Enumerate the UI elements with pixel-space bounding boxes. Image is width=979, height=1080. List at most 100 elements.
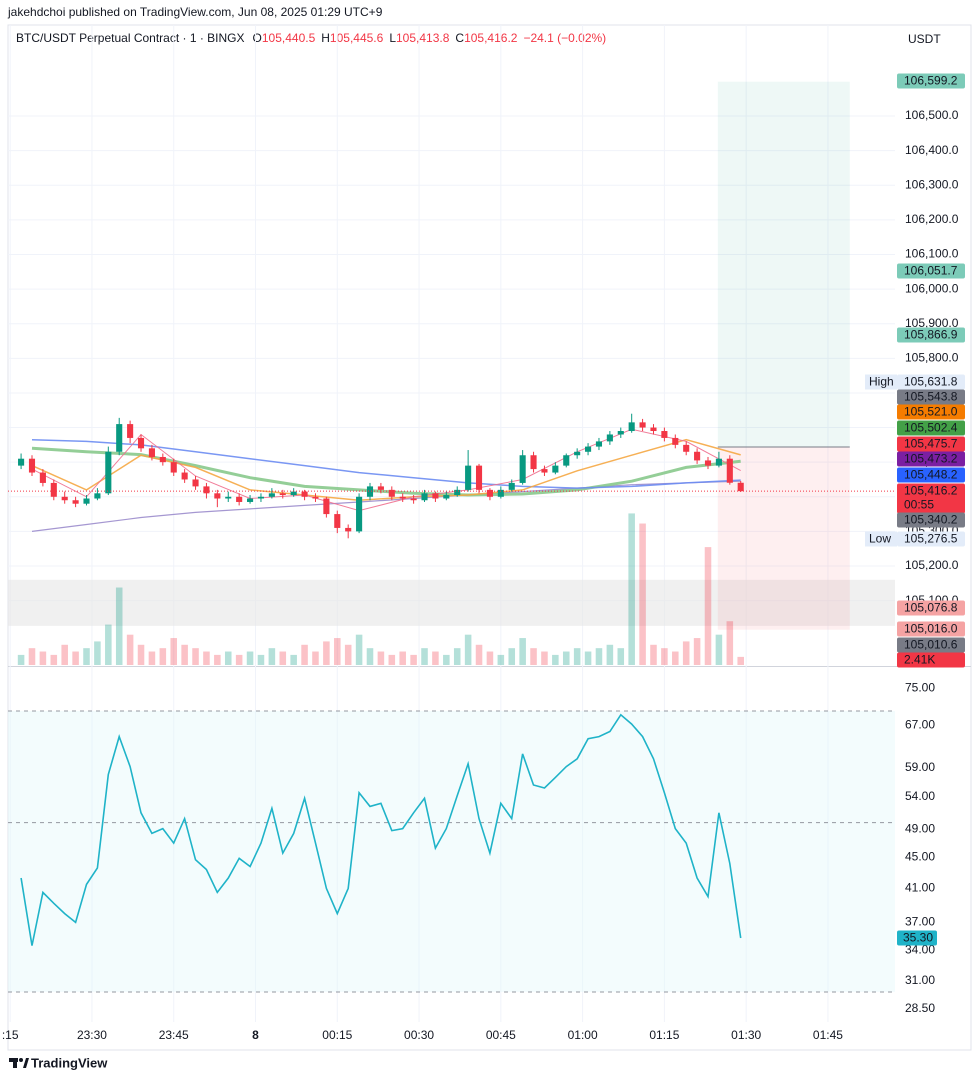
rsi-tick-label: 31.00 <box>905 973 935 987</box>
symbol: BTC/USDT Perpetual Contract · 1 · BINGX <box>16 31 245 45</box>
volume-bar <box>399 651 406 665</box>
price-tick-label: 106,300.0 <box>905 177 959 191</box>
volume-bar <box>170 638 178 665</box>
logo-part <box>23 1058 29 1068</box>
candle-body <box>421 493 428 501</box>
candle-body <box>672 437 679 445</box>
price-tick-label: 106,100.0 <box>905 247 959 261</box>
countdown: 00:55 <box>904 498 934 512</box>
time-tick-label: 00:45 <box>486 1028 516 1042</box>
volume-bar <box>72 651 79 665</box>
tag-label: Low <box>869 532 891 546</box>
ohlc-value: 105,440.5 <box>262 31 316 45</box>
candle-body <box>39 472 46 483</box>
candle-body <box>694 451 701 461</box>
volume-bar <box>497 654 505 665</box>
volume-bar <box>126 634 134 665</box>
volume-bar <box>606 644 614 665</box>
candle-body <box>377 486 384 490</box>
volume-bar <box>443 654 450 665</box>
ohlc-value: 105,413.8 <box>396 31 450 45</box>
rsi-tick-label: 49.00 <box>905 821 935 835</box>
price-badge-label: 2.41K <box>904 653 935 667</box>
candles <box>8 413 895 539</box>
volume-bar <box>410 654 417 665</box>
candle-body <box>628 422 635 432</box>
candle-body <box>247 498 254 502</box>
volume-bar <box>508 648 516 665</box>
volume-bar <box>355 634 363 665</box>
volume-bar <box>639 523 646 665</box>
volume-bar <box>737 656 744 665</box>
volume-bar <box>203 651 210 665</box>
candle-body <box>737 482 744 492</box>
moving-average <box>31 438 741 501</box>
volume-bar <box>693 638 701 665</box>
volume-bar <box>61 644 68 665</box>
candle-body <box>334 514 341 528</box>
volume-bar <box>475 644 483 665</box>
volume-bar <box>257 654 265 665</box>
candle-body <box>508 482 515 490</box>
candle-body <box>105 451 112 494</box>
volume-bar <box>235 654 243 665</box>
rsi-badge-label: 35.30 <box>903 931 933 945</box>
candle-body <box>203 486 210 494</box>
ohlc-value: 105,445.6 <box>330 31 384 45</box>
rsi-tick-label: 54.00 <box>905 789 935 803</box>
rsi-line <box>20 713 742 946</box>
volume-bar <box>181 644 188 665</box>
moving-average <box>31 480 741 532</box>
change: −24.1 (−0.02%) <box>523 31 606 45</box>
time-tick-label: 00:30 <box>404 1028 434 1042</box>
rsi-tick-label: 34.00 <box>905 943 935 957</box>
volume-bar <box>519 638 526 665</box>
brand-logo <box>9 1058 29 1068</box>
price-badge-label: 106,051.7 <box>904 264 958 278</box>
candle-body <box>595 441 603 447</box>
volume-bar <box>39 651 47 665</box>
price-tick-label: 106,200.0 <box>905 212 959 226</box>
volume-bar <box>617 648 625 665</box>
price-badge <box>897 420 965 436</box>
candle-body <box>28 458 36 473</box>
price-badge <box>897 327 965 343</box>
candle-body <box>159 456 166 463</box>
volume-bar <box>453 648 461 665</box>
volume <box>17 513 744 665</box>
rsi-badge <box>897 930 937 946</box>
candle-body <box>486 489 493 497</box>
candle-body <box>443 495 450 499</box>
price-badge <box>897 374 965 390</box>
tag-badge <box>865 531 897 547</box>
price-badge-label: 105,416.2 <box>904 484 958 498</box>
ohlc-key: O <box>253 31 262 45</box>
volume-bar <box>595 648 603 665</box>
price-badge-label: 105,276.5 <box>904 532 958 546</box>
candle-body <box>61 496 68 501</box>
price-badge-label: 105,521.0 <box>904 405 958 419</box>
price-badge-label: 105,016.0 <box>904 622 958 636</box>
price-badge-label: 105,448.2 <box>904 468 958 482</box>
volume-bar <box>661 648 668 665</box>
volume-bar <box>94 641 101 665</box>
time-tick-label: 23:45 <box>159 1028 189 1042</box>
price-badge-label: 105,866.9 <box>904 328 958 342</box>
volume-bar <box>628 513 635 665</box>
candle-body <box>388 489 395 497</box>
badges: 106,599.2 106,051.7 105,866.9 105,631.8 High… <box>865 73 965 946</box>
volume-bar <box>290 654 297 665</box>
candle-body <box>661 431 668 438</box>
volume-bar <box>573 648 581 665</box>
zone <box>8 579 895 626</box>
candle-body <box>454 489 461 496</box>
published-note: jakehdchoi published on TradingView.com,… <box>7 5 383 19</box>
time-tick-label: 01:15 <box>649 1028 679 1042</box>
time-tick-label: 8 <box>252 1028 259 1042</box>
volume-bar <box>192 648 199 665</box>
candle-body <box>148 448 155 457</box>
candle-body <box>181 472 188 480</box>
candle-body <box>323 498 330 515</box>
brand: TradingView <box>31 1055 108 1070</box>
